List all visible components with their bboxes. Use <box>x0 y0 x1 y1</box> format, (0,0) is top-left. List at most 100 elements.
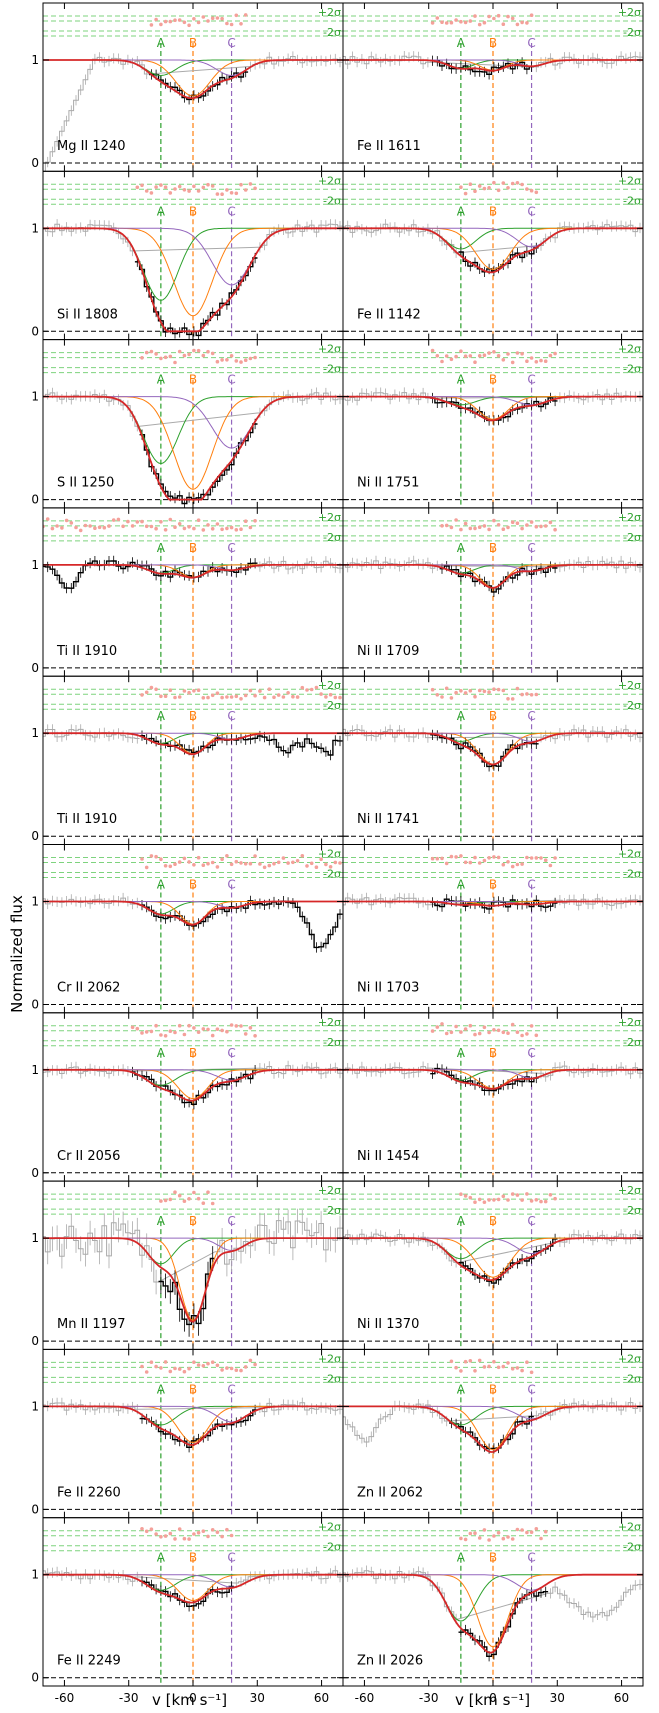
residual-point <box>530 693 534 697</box>
residual-point <box>192 17 196 21</box>
residual-point <box>154 1365 158 1369</box>
residual-point <box>239 527 243 531</box>
component-label-C: C <box>227 709 235 723</box>
residual-point <box>159 23 163 27</box>
residual-point <box>459 1192 463 1196</box>
residual-point <box>187 860 191 864</box>
residual-point <box>220 17 224 21</box>
residual-point <box>272 696 276 700</box>
residual-point <box>136 520 140 524</box>
residual-point <box>440 695 444 699</box>
residual-point <box>239 1024 243 1028</box>
residual-point <box>469 1024 473 1028</box>
y-tick-label: 1 <box>31 1231 39 1245</box>
residual-point <box>530 856 534 860</box>
residual-point <box>459 689 463 693</box>
residual-point <box>206 1028 210 1032</box>
residual-point <box>535 693 539 697</box>
panel-ni-ii-1741-14: A B C+2σ-2σNi II 1741 <box>341 676 643 844</box>
panel-ti-ii-1910-4: A B C+2σ-2σTi II 191010 <box>31 676 343 844</box>
residual-point <box>230 695 234 699</box>
residual-point <box>464 1538 468 1542</box>
residual-point <box>225 695 229 699</box>
residual-point <box>549 1193 553 1197</box>
residual-point <box>169 688 173 692</box>
residual-point <box>187 1537 191 1541</box>
component-label-B: B <box>489 373 497 387</box>
residual-point <box>225 527 229 531</box>
component-label-C: C <box>227 373 235 387</box>
component-label-A: A <box>157 1046 166 1060</box>
residual-point <box>511 1367 515 1371</box>
ion-label: Ti II 1910 <box>56 644 117 659</box>
residual-point <box>553 352 557 356</box>
sigma-label-minus: -2σ <box>623 1541 641 1554</box>
residual-point <box>249 1026 253 1030</box>
residual-point <box>183 1033 187 1037</box>
y-tick-label: 1 <box>31 726 39 740</box>
residual-point <box>516 181 520 185</box>
residual-point <box>173 696 177 700</box>
residual-point <box>211 1360 215 1364</box>
residual-point <box>436 16 440 20</box>
residual-point <box>511 697 515 701</box>
residual-point <box>329 693 333 697</box>
residual-point <box>268 687 272 691</box>
residual-point <box>436 1025 440 1029</box>
residual-point <box>206 523 210 527</box>
residual-point <box>244 1032 248 1036</box>
spectrum-fit-region <box>140 424 258 504</box>
residual-point <box>286 861 290 865</box>
component-label-C: C <box>527 541 535 555</box>
residual-point <box>187 525 191 529</box>
residual-point <box>187 24 191 28</box>
residual-point <box>239 1369 243 1373</box>
residual-point <box>454 18 458 22</box>
residual-point <box>549 354 553 358</box>
residual-point <box>492 519 496 523</box>
residual-point <box>506 1535 510 1539</box>
component-label-C: C <box>227 36 235 50</box>
residual-point <box>492 1198 496 1202</box>
residual-point <box>525 692 529 696</box>
residual-point <box>277 861 281 865</box>
residual-point <box>93 526 97 530</box>
residual-point <box>473 1200 477 1204</box>
residual-point <box>445 862 449 866</box>
y-tick-label: 0 <box>31 1671 39 1685</box>
residual-point <box>249 182 253 186</box>
residual-point <box>497 523 501 527</box>
residual-point <box>253 187 257 191</box>
residual-point <box>197 349 201 353</box>
ion-label: Ni II 1454 <box>357 1149 419 1164</box>
panel-ni-ii-1454-16: A B C+2σ-2σNi II 1454 <box>341 1013 643 1181</box>
residual-point <box>178 522 182 526</box>
residual-point <box>469 182 473 186</box>
spectrum-data <box>41 1221 343 1282</box>
residual-point <box>206 350 210 354</box>
residual-point <box>487 186 491 190</box>
residual-point <box>202 696 206 700</box>
residual-point <box>525 856 529 860</box>
residual-point <box>324 863 328 867</box>
residual-point <box>286 691 290 695</box>
residual-point <box>445 21 449 25</box>
residual-point <box>249 689 253 693</box>
component-label-A: A <box>457 1382 466 1396</box>
residual-point <box>216 360 220 364</box>
residual-point <box>469 1359 473 1363</box>
residual-point <box>511 17 515 21</box>
residual-point <box>478 1536 482 1540</box>
residual-point <box>530 13 534 17</box>
residual-point <box>235 860 239 864</box>
residual-point <box>511 361 515 365</box>
residual-point <box>483 524 487 528</box>
residual-point <box>220 1535 224 1539</box>
residual-point <box>244 188 248 192</box>
residual-point <box>126 520 130 524</box>
residual-point <box>192 1191 196 1195</box>
component-label-A: A <box>457 1046 466 1060</box>
residual-point <box>478 1032 482 1036</box>
residual-point <box>319 692 323 696</box>
residual-point <box>492 855 496 859</box>
